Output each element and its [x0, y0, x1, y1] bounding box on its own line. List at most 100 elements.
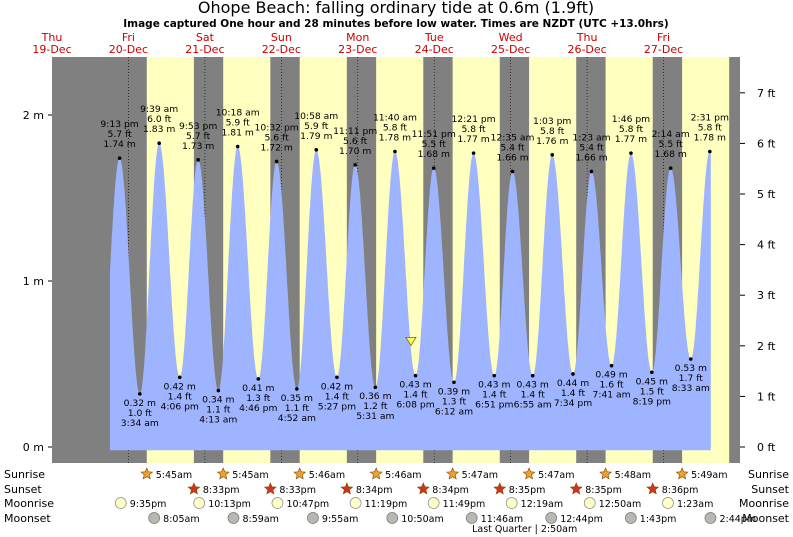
row-label-right: Moonrise — [739, 497, 789, 510]
moon-phase-label: Last Quarter | 2:50am — [472, 524, 577, 535]
star-icon — [599, 467, 613, 480]
sunrise-time: 5:46am — [385, 470, 421, 481]
tide-point — [314, 148, 319, 152]
sunset-time: 8:35pm — [585, 485, 622, 496]
moon-icon — [227, 512, 240, 524]
y-tick-label-right: 7 ft — [757, 87, 776, 100]
star-icon — [569, 482, 583, 495]
tide-point — [550, 153, 555, 157]
tide-label: 1.4 ft — [168, 391, 193, 402]
row-label-left: Moonrise — [4, 497, 54, 510]
tide-label: 12:35 am — [491, 132, 535, 143]
moonrise-time: 12:19am — [521, 499, 563, 510]
moonrise-time: 9:35pm — [130, 499, 167, 510]
sunset-time: 8:34pm — [432, 485, 469, 496]
sunrise-time: 5:45am — [156, 470, 192, 481]
star-icon — [216, 467, 230, 480]
tide-label: 1.4 ft — [325, 391, 350, 402]
moon-icon — [662, 497, 674, 509]
moon-icon — [465, 512, 478, 524]
tide-label: 0.32 m — [124, 398, 156, 409]
tide-label: 0.41 m — [242, 383, 274, 394]
tide-point — [256, 377, 261, 381]
y-tick-label-right: 1 ft — [757, 390, 776, 403]
row-label-right: Moonset — [742, 512, 789, 525]
tide-point — [335, 375, 339, 380]
tide-label: 1.70 m — [339, 146, 371, 157]
moon-icon — [704, 512, 717, 524]
tide-label: 10:32 pm — [255, 122, 299, 133]
tide-label: 0.42 m — [321, 381, 353, 392]
tide-label: 2:14 am — [652, 129, 690, 140]
star-icon — [187, 482, 201, 495]
tide-label: 1.72 m — [260, 142, 292, 153]
moonrise-time: 10:47pm — [286, 499, 329, 510]
tide-label: 1.4 ft — [521, 390, 546, 401]
tide-point — [452, 380, 456, 385]
moonrise-time: 10:13pm — [208, 499, 251, 510]
tide-label: 5.4 ft — [579, 142, 604, 153]
tide-point — [295, 387, 299, 391]
day-name-label: Tue — [424, 31, 444, 44]
star-icon — [263, 482, 277, 495]
sunset-time: 8:36pm — [662, 485, 699, 496]
moon-icon — [624, 512, 637, 524]
star-icon — [340, 482, 354, 495]
tide-label: 1:23 am — [572, 132, 610, 143]
tide-point — [117, 156, 122, 160]
moonset-time: 1:43pm — [640, 514, 677, 525]
day-date-label: 19-Dec — [32, 43, 71, 56]
moon-icon — [148, 512, 161, 524]
tide-label: 0.45 m — [636, 376, 668, 387]
tide-label: 9:39 am — [140, 104, 178, 115]
moon-icon — [349, 497, 362, 509]
tide-label: 8:33 am — [672, 383, 710, 394]
tide-point — [708, 149, 712, 154]
chart-subtitle: Image captured One hour and 28 minutes b… — [123, 18, 668, 30]
tide-label: 11:40 am — [373, 113, 417, 124]
tide-label: 1.6 ft — [599, 380, 624, 391]
tide-point — [688, 357, 693, 361]
day-date-label: 24-Dec — [415, 43, 454, 56]
current-tide-marker-icon — [405, 337, 417, 347]
sunrise-time: 5:46am — [309, 470, 345, 481]
tide-point — [629, 151, 633, 155]
tide-label: 5.8 ft — [698, 123, 723, 134]
tide-point — [431, 166, 436, 170]
day-date-label: 25-Dec — [491, 43, 530, 56]
tide-label: 1:03 pm — [533, 116, 571, 127]
tide-label: 5.8 ft — [540, 126, 565, 137]
tide-label: 1.68 m — [654, 149, 686, 160]
axes: 0 m 1 m 2 m 0 ft 1 ft 2 ft 3 ft 4 ft 5 ft 6 ft 7 f… — [23, 87, 776, 454]
tide-area — [110, 143, 711, 451]
tide-label: 5.9 ft — [226, 118, 251, 129]
moonset-time: 8:05am — [163, 514, 199, 525]
moonset-time: 11:46am — [481, 514, 523, 525]
tide-label: 0.35 m — [281, 393, 313, 404]
y-tick-label-right: 4 ft — [757, 239, 776, 252]
sunset-time: 8:33pm — [203, 485, 240, 496]
tide-label: 11:11 pm — [333, 126, 377, 137]
row-label-left: Moonset — [4, 512, 51, 525]
day-name-label: Thu — [576, 31, 598, 44]
tide-point — [413, 373, 418, 378]
tide-label: 7:34 pm — [554, 398, 592, 409]
tide-label: 0.42 m — [164, 381, 196, 392]
tide-label: 0.43 m — [478, 380, 510, 391]
tide-point — [138, 392, 142, 396]
tide-label: 9:13 pm — [100, 119, 138, 130]
tide-label: 1.79 m — [300, 131, 332, 142]
day-name-label: Thu — [41, 31, 63, 44]
tide-label: 1.78 m — [694, 133, 726, 144]
tide-labels: 9:13 pm5.7 ft1.74 m0.32 m1.0 ft3:34 am9:… — [100, 104, 729, 429]
tide-curve — [110, 143, 711, 451]
day-date-label: 20-Dec — [109, 43, 148, 56]
row-label-left: Sunrise — [4, 468, 45, 481]
y-tick-label-right: 3 ft — [757, 289, 776, 302]
tide-point — [471, 151, 476, 155]
tide-point — [492, 373, 497, 378]
y-tick-label-left: 2 m — [23, 109, 44, 122]
tide-point — [510, 169, 515, 174]
y-tick-label-right: 0 ft — [757, 441, 776, 454]
tide-label: 1.74 m — [103, 139, 135, 150]
